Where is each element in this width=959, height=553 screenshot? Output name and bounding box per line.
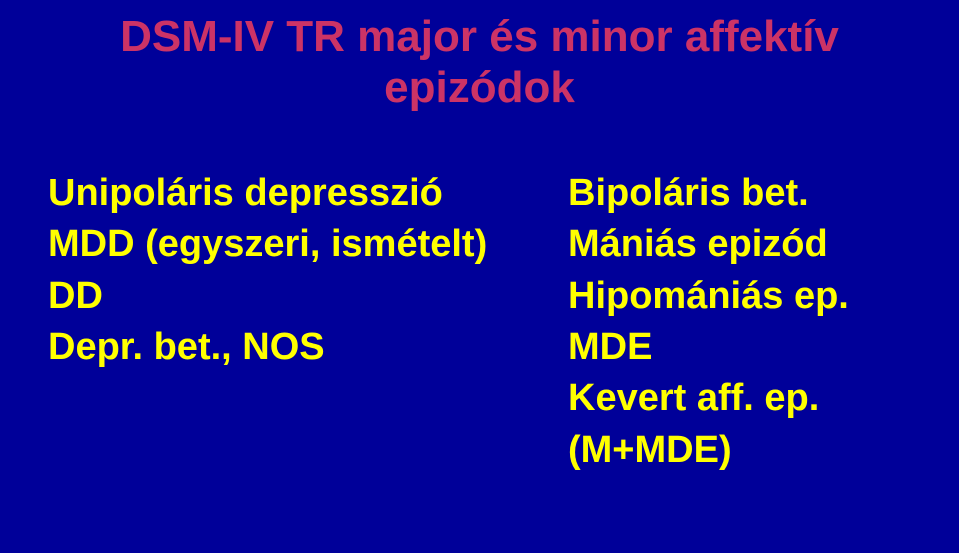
left-item: DD [48, 271, 568, 322]
right-item: Mániás epizód [568, 219, 849, 270]
slide-title-line1: DSM-IV TR major és minor affektív [0, 12, 959, 63]
slide: DSM-IV TR major és minor affektív epizód… [0, 0, 959, 553]
right-item: Hipomániás ep. [568, 271, 849, 322]
slide-title: DSM-IV TR major és minor affektív epizód… [0, 0, 959, 113]
right-item: Kevert aff. ep. [568, 373, 849, 424]
content-columns: Unipoláris depresszió MDD (egyszeri, ism… [0, 113, 959, 476]
left-item: Unipoláris depresszió [48, 168, 568, 219]
left-column: Unipoláris depresszió MDD (egyszeri, ism… [0, 168, 568, 476]
right-column: Bipoláris bet. Mániás epizód Hipomániás … [568, 168, 849, 476]
right-item: (M+MDE) [568, 425, 849, 476]
left-item: MDD (egyszeri, ismételt) [48, 219, 568, 270]
left-item: Depr. bet., NOS [48, 322, 568, 373]
slide-title-line2: epizódok [0, 63, 959, 114]
right-item: MDE [568, 322, 849, 373]
right-item: Bipoláris bet. [568, 168, 849, 219]
